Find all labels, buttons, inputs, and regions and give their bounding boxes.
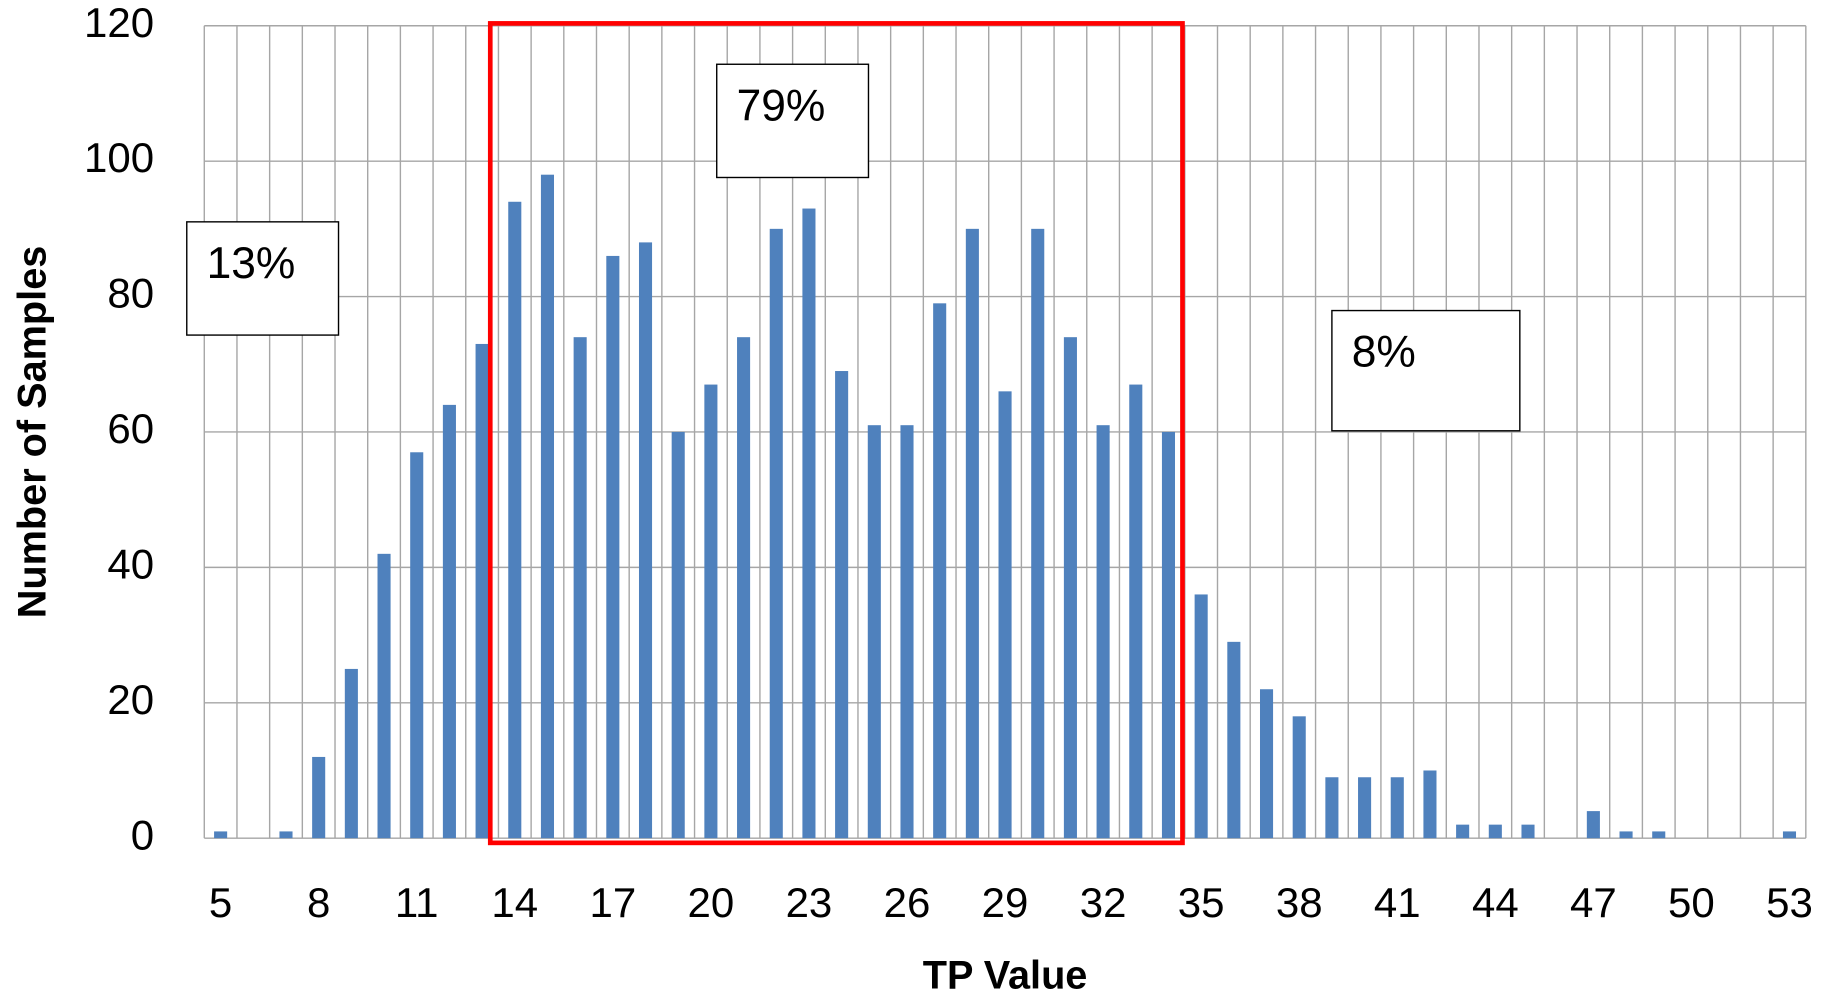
annotation: 13% [207,239,296,288]
bar [1292,716,1306,839]
bar [933,303,947,839]
y-tick-label: 40 [107,540,154,587]
bar [279,831,293,839]
annotation-box [716,63,870,179]
x-tick-label: 11 [395,879,439,926]
annotation-box [186,221,340,336]
x-tick-label: 35 [1178,879,1225,926]
bar [867,425,881,839]
y-tick-label: 0 [131,811,154,858]
bar [540,174,555,839]
bar [1129,384,1143,839]
bar [1390,777,1404,839]
bar [638,242,653,839]
bar [475,343,489,839]
bar [573,337,587,839]
x-tick-label: 14 [491,879,538,926]
bar [769,228,783,839]
bar [442,404,456,839]
highlight-frame [487,21,1185,846]
bar [410,452,424,839]
x-tick-label: 5 [209,879,232,926]
bar [1096,425,1110,839]
annotation-box [1331,309,1521,432]
bar [1652,831,1666,839]
x-tick-label: 29 [982,879,1029,926]
bar [998,391,1012,839]
bar [1259,689,1274,839]
x-tick-label: 38 [1276,879,1323,926]
bar [1063,337,1077,839]
y-tick-label: 120 [84,0,154,46]
bar [802,208,816,839]
y-axis-title: Number of Samples [11,246,55,619]
bar [1782,831,1797,839]
x-tick-label: 53 [1766,879,1813,926]
bar [214,831,228,839]
bar [671,431,685,839]
y-tick-label: 60 [107,405,154,452]
bar [1194,594,1208,839]
annotation: 79% [737,81,826,130]
bar [1521,824,1535,839]
bar [1325,777,1339,839]
x-tick-label: 50 [1668,879,1715,926]
bar [1423,770,1437,839]
bar [1456,824,1470,839]
bar [606,255,620,839]
y-tick-label: 100 [84,134,154,181]
bar [1031,228,1045,839]
bar [1619,831,1633,839]
bar [1358,777,1372,839]
x-tick-label: 8 [307,879,330,926]
x-tick-label: 23 [786,879,833,926]
bar [704,384,718,839]
bar [1488,824,1502,839]
x-tick-label: 32 [1080,879,1127,926]
bar [1161,431,1176,839]
bar [965,228,979,839]
bar [1586,811,1600,839]
bar [1227,641,1241,839]
bar [344,668,358,839]
x-tick-label: 17 [589,879,636,926]
bar [737,337,751,839]
bar [508,201,522,839]
x-tick-label: 41 [1374,879,1421,926]
bar [900,425,914,839]
x-tick-label: 47 [1570,879,1617,926]
x-tick-label: 20 [688,879,735,926]
bar [312,756,326,839]
bar [835,371,849,839]
annotation: 8% [1352,328,1416,377]
bar [377,553,391,839]
x-tick-label: 26 [884,879,931,926]
x-tick-label: 44 [1472,879,1519,926]
x-axis-title: TP Value [923,954,1088,997]
y-tick-label: 20 [107,676,154,723]
y-tick-label: 80 [107,270,154,317]
